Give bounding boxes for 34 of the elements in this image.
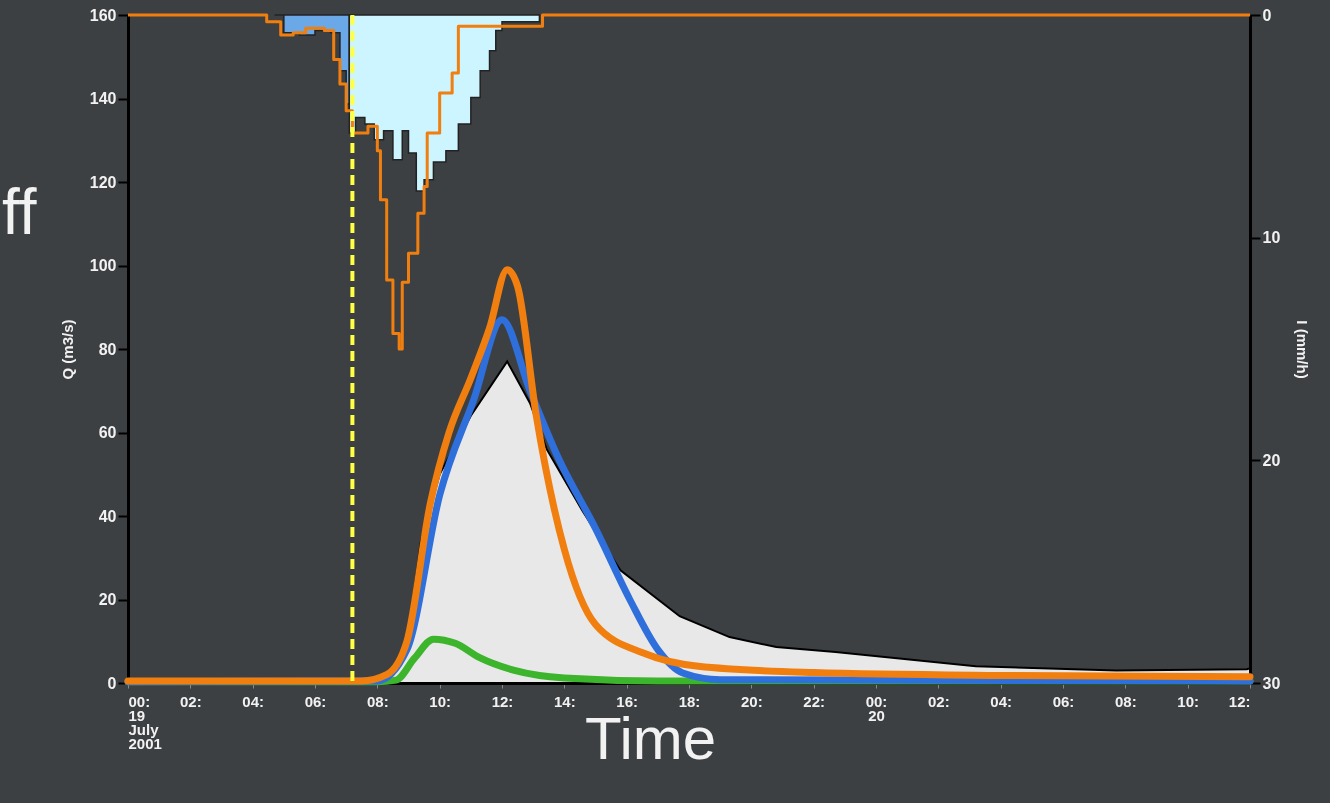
y2-tick-label: 10 [1262, 229, 1281, 247]
x-tick-label: 00: 19 July 2001 [128, 692, 162, 752]
y-tick-label: 140 [89, 90, 117, 107]
y2-tick-label: 20 [1262, 451, 1281, 469]
x-tick-label: 04: [242, 692, 265, 710]
x-tick-label: 14: [553, 692, 576, 710]
x-tick-label: 20: [740, 692, 763, 710]
y-tick-label: 80 [98, 340, 117, 358]
x-tick-label: 08: [366, 692, 389, 710]
x-tick-label: 04: [990, 692, 1013, 710]
x-tick-label: 02: [927, 692, 950, 710]
y-axis-title: Q (m3/s) [58, 319, 76, 380]
x-tick-label: 12: [491, 692, 514, 710]
y-tick-label: 120 [89, 173, 117, 191]
y2-tick-label: 0 [1262, 6, 1272, 24]
y2-tick-label: 30 [1262, 674, 1281, 692]
x-tick-label: 08: [1114, 692, 1137, 710]
y2-axis-title: I (mm/h) [1294, 320, 1312, 379]
y-tick-label: 20 [98, 591, 117, 608]
x-tick-label: 00: 20 [865, 692, 888, 724]
x-tick-label: 02: [179, 692, 202, 710]
y-tick-label: 60 [98, 424, 117, 441]
x-tick-label: 10: [429, 692, 452, 710]
x-tick-label: 18: [678, 692, 701, 710]
y-tick-label: 40 [98, 507, 117, 525]
x-tick-label: 06: [1052, 692, 1075, 710]
y-tick-label: 100 [89, 257, 117, 274]
y-tick-label: 0 [107, 674, 117, 692]
x-tick-label: 10: [1177, 692, 1200, 710]
x-tick-label: 12: [1228, 692, 1251, 710]
text: ff [2, 176, 37, 248]
y-tick-label: 160 [89, 6, 117, 24]
x-tick-label: 22: [803, 692, 826, 710]
x-tick-label: 06: [304, 692, 327, 710]
